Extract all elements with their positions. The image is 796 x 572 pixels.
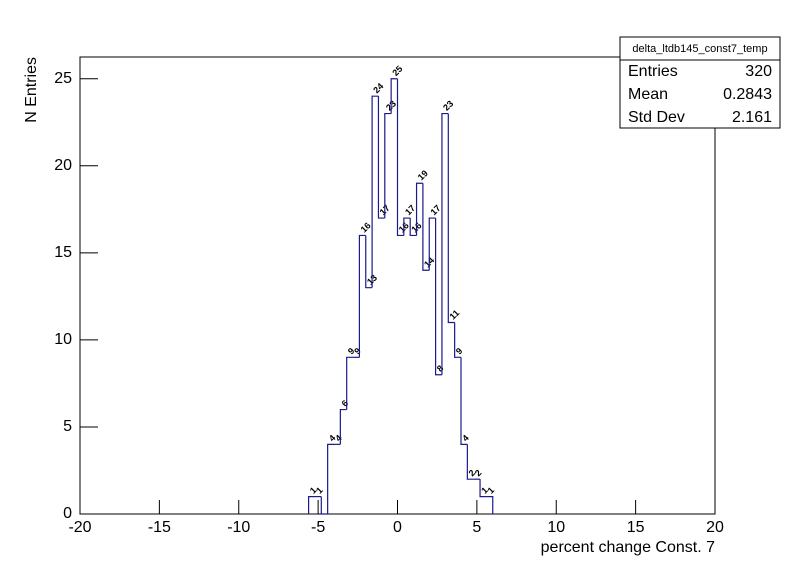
y-tick-label: 0 [63,505,72,522]
x-tick-label: 0 [393,519,402,536]
histogram-bin [460,357,468,445]
bin-value-label: 8 [435,363,446,374]
y-axis-title: N Entries [23,57,40,123]
x-tick-label: -5 [311,519,325,536]
histogram-bin [454,322,461,358]
bin-value-label: 1 [486,485,497,496]
bin-value-label: 2 [473,468,484,479]
bin-value-label: 1 [314,485,325,496]
x-tick-label: 10 [547,519,565,536]
histogram-bin [390,78,398,114]
bin-value-label: 2 [467,468,478,479]
y-tick-label: 5 [63,418,72,435]
bin-value-label: 1 [308,485,319,496]
bin-value-label: 4 [333,433,344,444]
histogram-bin [384,112,392,219]
bin-value-label: 19 [416,168,430,182]
y-tick-label: 10 [54,331,72,348]
bin-value-label: 4 [460,433,471,444]
stats-value: 320 [745,63,772,80]
histogram-bin [396,78,404,237]
histogram-bin [486,495,494,514]
histogram-bin [346,356,354,410]
x-tick-label: -20 [68,519,91,536]
histogram-bin [422,183,430,271]
histogram-bin [358,234,366,358]
histogram-bin [447,113,455,324]
histogram-bin [365,235,373,289]
bin-value-label: 17 [428,203,442,217]
stats-value: 2.161 [732,109,772,126]
bin-value-label: 9 [346,346,357,357]
x-tick-label: 15 [627,519,645,536]
bin-value-label: 1 [479,485,490,496]
histogram-bin [308,495,315,514]
histogram-bin [466,444,474,480]
y-tick-label: 20 [54,157,72,174]
stats-key: Entries [628,63,678,80]
stats-value: 0.2843 [723,86,772,103]
histogram-bin [409,218,417,237]
stats-key: Mean [628,86,668,103]
bin-value-label: 16 [359,220,373,234]
histogram-bin [428,217,436,271]
bin-value-label: 9 [352,346,363,357]
x-tick-label: 20 [706,519,724,536]
stats-title: delta_ltdb145_const7_temp [632,43,767,55]
histogram-bin [327,443,334,514]
bin-value-label: 9 [454,346,465,357]
bin-value-label: 23 [441,99,455,113]
x-tick-label: -15 [148,519,171,536]
y-tick-label: 25 [54,70,72,87]
histogram-bin [371,95,379,288]
histogram-bin [435,218,442,376]
histogram-bin [320,496,328,515]
histogram-bin [377,96,385,219]
stats-box [619,36,781,129]
x-tick-label: -10 [227,519,250,536]
histogram-bin [339,408,347,445]
histogram-bin [479,479,487,498]
bin-value-label: 6 [340,398,351,409]
histogram-bin [403,217,411,236]
y-tick-label: 15 [54,244,72,261]
bin-value-label: 17 [403,203,417,217]
x-tick-label: 5 [472,519,481,536]
bin-value-label: 4 [327,433,338,444]
x-axis-title: percent change Const. 7 [541,539,715,556]
stats-key: Std Dev [628,109,685,126]
histogram-bin [441,112,449,375]
histogram-bin [415,182,423,236]
